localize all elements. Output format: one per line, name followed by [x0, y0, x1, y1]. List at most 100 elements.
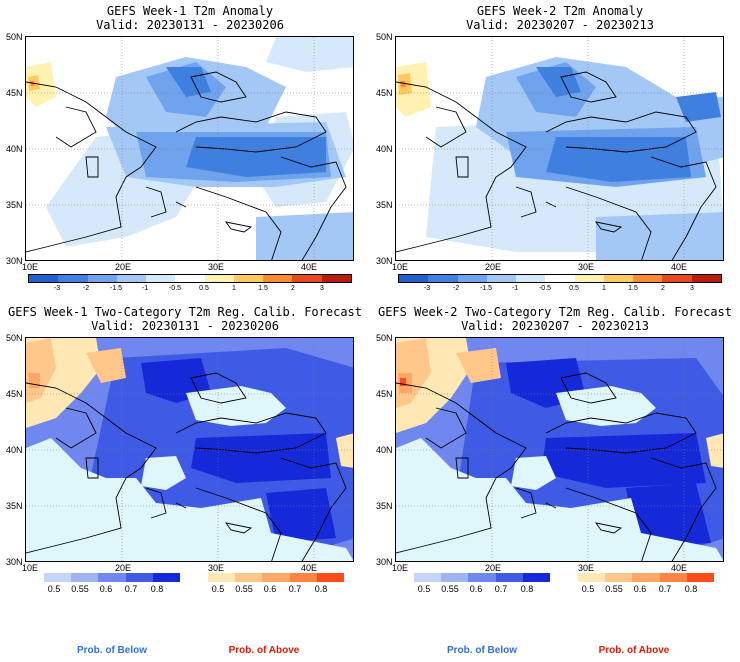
- colorbar-tick: 0.5: [211, 584, 225, 594]
- colorbar-tick: -1: [141, 285, 149, 292]
- colorbar-tick: 2: [291, 285, 295, 292]
- colorbar-tick: 0.5: [199, 285, 209, 292]
- lat-label: 30N: [6, 256, 23, 266]
- lat-label: 40N: [6, 445, 23, 455]
- colorbar-tick: 0.55: [441, 584, 459, 594]
- lat-label: 50N: [6, 333, 23, 343]
- colorbar-tick: 1: [602, 285, 606, 292]
- colorbar-tick: 2: [661, 285, 665, 292]
- colorbar-tick: -1.5: [109, 285, 123, 292]
- panel-title: GEFS Week-1 Two-Category T2m Reg. Calib.…: [7, 305, 362, 319]
- colorbar-tick: 0.6: [633, 584, 647, 594]
- colorbar-tick: 0.7: [288, 584, 302, 594]
- lat-label: 50N: [376, 32, 393, 42]
- colorbar-tick: -0.5: [538, 285, 552, 292]
- map-week2-anomaly: [395, 36, 724, 261]
- below-colorbar: [414, 573, 551, 582]
- lon-label: 40E: [671, 563, 688, 573]
- colorbar-tick: 0.8: [684, 584, 698, 594]
- lat-label: 40N: [376, 445, 393, 455]
- colorbar-tick: 0.7: [124, 584, 138, 594]
- lat-label: 40N: [6, 144, 23, 154]
- panel-valid-dates: Valid: 20230207 - 20230213: [466, 18, 654, 32]
- panel-week2-probability: GEFS Week-2 Two-Category T2m Reg. Calib.…: [370, 300, 740, 662]
- lat-label: 45N: [376, 88, 393, 98]
- colorbar-tick: 0.6: [263, 584, 277, 594]
- lat-label: 45N: [6, 389, 23, 399]
- panel-week2-anomaly: GEFS Week-2 T2m Anomaly Valid: 20230207 …: [370, 0, 740, 300]
- lat-label: 30N: [376, 557, 393, 567]
- colorbar-tick: -0.5: [168, 285, 182, 292]
- lon-label: 10E: [22, 262, 39, 272]
- lon-label: 30E: [208, 563, 225, 573]
- above-colorbar: [208, 573, 345, 582]
- colorbar-tick: 1.5: [258, 285, 268, 292]
- anomaly-colorbar: [28, 274, 352, 283]
- colorbar-tick: 0.55: [235, 584, 253, 594]
- panel-week1-anomaly: GEFS Week-1 T2m Anomaly Valid: 20230131 …: [0, 0, 370, 300]
- lon-label: 10E: [22, 563, 39, 573]
- colorbar-tick: -2: [82, 285, 90, 292]
- lat-label: 40N: [376, 144, 393, 154]
- lat-label: 35N: [6, 200, 23, 210]
- panel-week1-probability: GEFS Week-1 Two-Category T2m Reg. Calib.…: [0, 300, 370, 662]
- lat-label: 35N: [6, 501, 23, 511]
- lon-label: 10E: [392, 563, 409, 573]
- lat-label: 30N: [376, 256, 393, 266]
- lon-label: 30E: [578, 563, 595, 573]
- colorbar-tick: -3: [423, 285, 431, 292]
- colorbar-tick: -2: [452, 285, 460, 292]
- colorbar-tick: -1.5: [479, 285, 493, 292]
- colorbar-tick: 0.55: [71, 584, 89, 594]
- colorbar-tick: 0.5: [47, 584, 61, 594]
- colorbar-tick: 0.8: [314, 584, 328, 594]
- colorbar-tick: 0.5: [569, 285, 579, 292]
- colorbar-tick: 0.6: [99, 584, 113, 594]
- prob-above-label: Prob. of Above: [598, 645, 670, 656]
- lon-label: 20E: [115, 262, 132, 272]
- colorbar-tick: 0.55: [605, 584, 623, 594]
- colorbar-tick: 0.7: [658, 584, 672, 594]
- colorbar-tick: -3: [53, 285, 61, 292]
- colorbar-tick: 3: [690, 285, 694, 292]
- prob-below-label: Prob. of Below: [447, 645, 517, 656]
- lat-label: 50N: [6, 32, 23, 42]
- prob-below-label: Prob. of Below: [77, 645, 147, 656]
- colorbar-tick: 0.7: [494, 584, 508, 594]
- panel-valid-dates: Valid: 20230131 - 20230206: [91, 319, 279, 333]
- colorbar-tick: 0.5: [417, 584, 431, 594]
- panel-title: GEFS Week-2 T2m Anomaly: [476, 4, 644, 18]
- panel-valid-dates: Valid: 20230131 - 20230206: [96, 18, 284, 32]
- lon-label: 30E: [208, 262, 225, 272]
- lon-label: 20E: [115, 563, 132, 573]
- map-week1-anomaly: [25, 36, 354, 261]
- lon-label: 40E: [671, 262, 688, 272]
- lon-label: 10E: [392, 262, 409, 272]
- colorbar-tick: 1.5: [628, 285, 638, 292]
- colorbar-tick: 0.8: [520, 584, 534, 594]
- above-colorbar: [578, 573, 715, 582]
- panel-valid-dates: Valid: 20230207 - 20230213: [461, 319, 649, 333]
- lon-label: 40E: [301, 563, 318, 573]
- lat-label: 50N: [376, 333, 393, 343]
- anomaly-colorbar: [398, 274, 722, 283]
- lon-label: 20E: [485, 262, 502, 272]
- colorbar-tick: 0.5: [581, 584, 595, 594]
- colorbar-tick: -1: [511, 285, 519, 292]
- map-week1-probability: [25, 337, 354, 562]
- lon-label: 20E: [485, 563, 502, 573]
- lon-label: 30E: [578, 262, 595, 272]
- colorbar-tick: 0.8: [150, 584, 164, 594]
- lat-label: 35N: [376, 200, 393, 210]
- lat-label: 35N: [376, 501, 393, 511]
- colorbar-tick: 0.6: [469, 584, 483, 594]
- colorbar-tick: 3: [320, 285, 324, 292]
- lat-label: 30N: [6, 557, 23, 567]
- lon-label: 40E: [301, 262, 318, 272]
- prob-above-label: Prob. of Above: [228, 645, 300, 656]
- colorbar-tick: 1: [232, 285, 236, 292]
- panel-title: GEFS Week-2 Two-Category T2m Reg. Calib.…: [377, 305, 732, 319]
- below-colorbar: [44, 573, 181, 582]
- map-week2-probability: [395, 337, 724, 562]
- lat-label: 45N: [376, 389, 393, 399]
